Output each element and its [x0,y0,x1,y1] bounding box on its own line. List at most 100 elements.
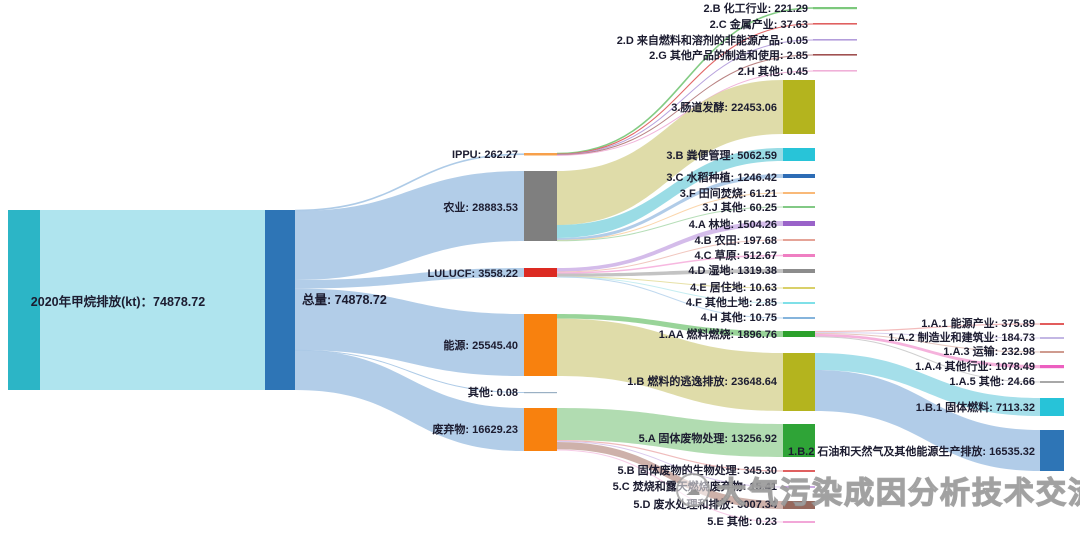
flow-root-total [40,210,265,390]
node-agri [524,171,557,241]
flow-agri-mm [557,148,783,238]
label-n2b: 2.B 化工行业: 221.29 [703,1,808,15]
node-farm [783,239,815,241]
node-fug [783,353,815,411]
node-a1 [1040,323,1064,325]
flow-fug-b1 [815,353,1040,416]
node-n2h [813,70,857,72]
label-fug: 1.B 燃料的逃逸排放: 23648.64 [627,374,778,388]
label-o5e: 5.E 其他: 0.23 [707,514,777,528]
flow-agri-rice [557,174,783,241]
label-rice: 3.C 水稻种植: 1246.42 [666,170,777,184]
label-fb: 3.F 田间焚烧: 61.21 [680,186,777,200]
label-a2: 1.A.2 制造业和建筑业: 184.73 [888,330,1035,344]
label-bio: 5.B 固体废物的生物处理: 345.30 [617,463,777,477]
label-other2: 其他: 0.08 [468,385,518,399]
flow-energy-fug [557,318,783,411]
flow-agri-o3j [556,206,784,242]
label-n2h: 2.H 其他: 0.45 [738,64,808,78]
node-a4 [1040,365,1064,369]
node-root [8,210,40,390]
node-olnd [783,302,815,304]
flow-fug-b2 [815,370,1040,471]
flow-lulucf-farm [556,239,784,273]
node-fst [783,221,815,226]
label-b1: 1.B.1 固体燃料: 7113.32 [916,400,1035,414]
label-res: 4.E 居住地: 10.63 [690,280,777,294]
node-total [265,210,295,390]
flow-ippu-n2h [556,70,814,156]
node-sw [783,424,815,457]
flow-waste-bio [556,440,784,472]
label-n2c: 2.C 金属产业: 37.63 [710,17,808,31]
label-inc: 5.C 焚烧和露天燃烧废弃物: 15.41 [613,479,777,493]
flows-layer [40,7,1041,523]
label-agri: 农业: 28883.53 [442,200,518,214]
flow-fc-a5 [814,336,1041,383]
node-waste [524,408,557,451]
label-o4h: 4.H 其他: 10.75 [701,310,777,324]
label-a1: 1.A.1 能源产业: 375.89 [921,316,1035,330]
label-grs: 4.C 草原: 512.67 [694,248,777,262]
flow-waste-sw [557,408,783,457]
node-mm [783,148,815,161]
node-a2 [1040,337,1064,339]
label-total: 总量: 74878.72 [302,292,387,307]
node-n2d [813,39,857,41]
node-ef [783,80,815,134]
flow-total-agri [295,171,524,280]
node-ww [783,501,815,509]
label-o3j: 3.J 其他: 60.25 [702,200,777,214]
label-n2g: 2.G 其他产品的制造和使用: 2.85 [649,48,808,62]
label-fc: 1.AA 燃料燃烧: 1896.76 [659,327,777,341]
flow-total-waste [295,350,524,451]
label-lulucf: LULUCF: 3558.22 [428,268,518,280]
node-b1 [1040,398,1064,416]
node-n2b [813,7,857,10]
label-ef: 3.肠道发酵: 22453.06 [671,100,777,114]
node-o5e [783,521,815,523]
label-fst: 4.A 林地: 1504.26 [689,217,777,231]
flow-lulucf-res [556,276,784,289]
flow-lulucf-olnd [556,276,784,304]
label-n2d: 2.D 来自燃料和溶剂的非能源产品: 0.05 [617,33,808,47]
flow-agri-ef [557,80,783,225]
flow-ippu-n2b [556,7,814,155]
flow-waste-inc [556,440,784,488]
node-fc [783,331,815,337]
flow-total-other2 [294,349,525,393]
node-inc [783,486,815,488]
node-fb [783,192,815,194]
chart-title-label: 2020年甲烷排放(kt)：74878.72 [31,294,205,309]
label-a4: 1.A.4 其他行业: 1078.49 [915,359,1035,373]
flow-fc-a2 [814,332,1041,339]
node-rice [783,174,815,178]
node-n2g [813,54,857,56]
flow-fc-a3 [814,333,1041,353]
label-a3: 1.A.3 运输: 232.98 [943,344,1035,358]
label-ww: 5.D 废水处理和排放: 3007.34 [633,497,778,511]
flow-agri-fb [556,192,784,241]
flow-fc-a4 [815,334,1040,369]
label-waste: 废弃物: 16629.23 [432,422,518,436]
node-lulucf [524,268,557,277]
flow-fc-a1 [814,323,1041,333]
label-a5: 1.A.5 其他: 24.66 [949,374,1035,388]
flow-ippu-n2g [556,54,814,156]
label-wet: 4.D 湿地: 1319.38 [688,263,777,277]
flow-total-energy [295,288,524,376]
flow-ippu-n2d [556,39,814,156]
node-a3 [1040,351,1064,353]
node-o4h [783,317,815,319]
label-energy: 能源: 25545.40 [443,338,518,352]
label-sw: 5.A 固体废物处理: 13256.92 [639,431,777,445]
node-bio [783,470,815,472]
node-ippu [524,153,557,156]
label-b2: 1.B.2 石油和天然气及其他能源生产排放: 16535.32 [788,444,1035,458]
label-mm: 3.B 粪便管理: 5062.59 [666,148,777,162]
node-n2c [813,23,857,25]
flow-lulucf-o4h [556,276,784,319]
node-grs [783,254,815,257]
